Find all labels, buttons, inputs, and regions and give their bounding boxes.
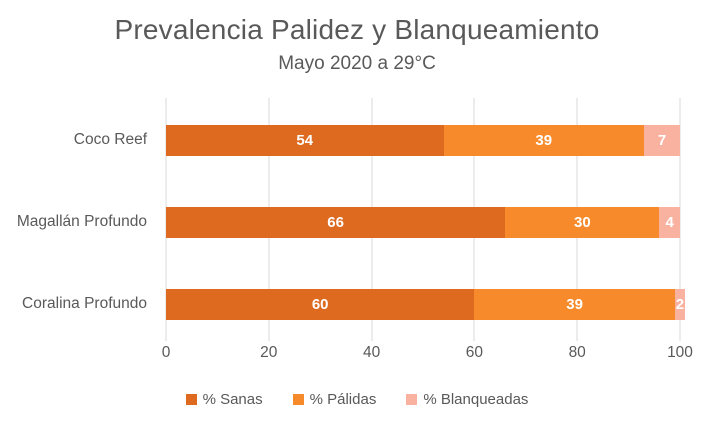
bar-segment: 39 [474,288,675,320]
legend-label: % Sanas [202,391,263,408]
legend-label: % Pálidas [309,391,377,408]
bar-value-label: 39 [566,295,583,313]
legend-item: % Sanas [185,391,263,408]
legend-swatch-icon [185,394,197,405]
x-tick-label: 80 [568,344,586,361]
gridline [679,98,681,341]
bar-value-label: 7 [657,131,667,149]
category-label: Coralina Profundo [22,295,147,312]
bar-value-label: 2 [675,295,685,313]
category-axis: Coco Reef Magallán Profundo Coralina Profu… [0,98,156,336]
category-label: Magallán Profundo [16,213,147,230]
bar-segment: 2 [674,288,686,320]
x-tick-label: 40 [362,344,381,361]
legend-item: % Blanqueadas [406,391,528,408]
legend: % Sanas % Pálidas % Blanqueadas [0,391,714,408]
bar-row: 60 39 2 [166,288,686,320]
bar-value-label: 30 [573,213,591,231]
bar-value-label: 66 [327,213,344,231]
legend-item: % Pálidas [292,391,377,408]
bar-value-label: 60 [311,295,329,313]
x-tick-label: 60 [465,344,484,361]
category-label: Coco Reef [73,131,147,148]
bar-segment: 30 [505,206,660,238]
bar-segment: 4 [659,206,680,238]
bar-value-label: 39 [535,131,553,149]
bar-segment: 7 [644,124,680,156]
bar-row: 66 30 4 [166,206,680,238]
bar-value-label: 4 [665,213,674,231]
chart-subtitle: Mayo 2020 a 29°C [278,53,436,74]
legend-label: % Blanqueadas [423,391,529,408]
bar-segment: 39 [443,124,644,156]
bar-row: 54 39 7 [166,124,680,156]
x-tick-label: 100 [667,344,693,361]
bar-segment: 66 [166,206,506,238]
plot-area: 54 39 7 66 30 4 60 39 2 [165,98,686,341]
bar-value-label: 54 [296,131,314,149]
bar-segment: 54 [166,124,444,156]
bar-segment: 60 [166,288,475,320]
chart-title: Prevalencia Palidez y Blanqueamiento [114,14,600,45]
x-tick-label: 20 [260,344,278,361]
legend-swatch-icon [292,394,304,405]
x-tick-label: 0 [161,344,171,361]
legend-swatch-icon [406,394,418,405]
